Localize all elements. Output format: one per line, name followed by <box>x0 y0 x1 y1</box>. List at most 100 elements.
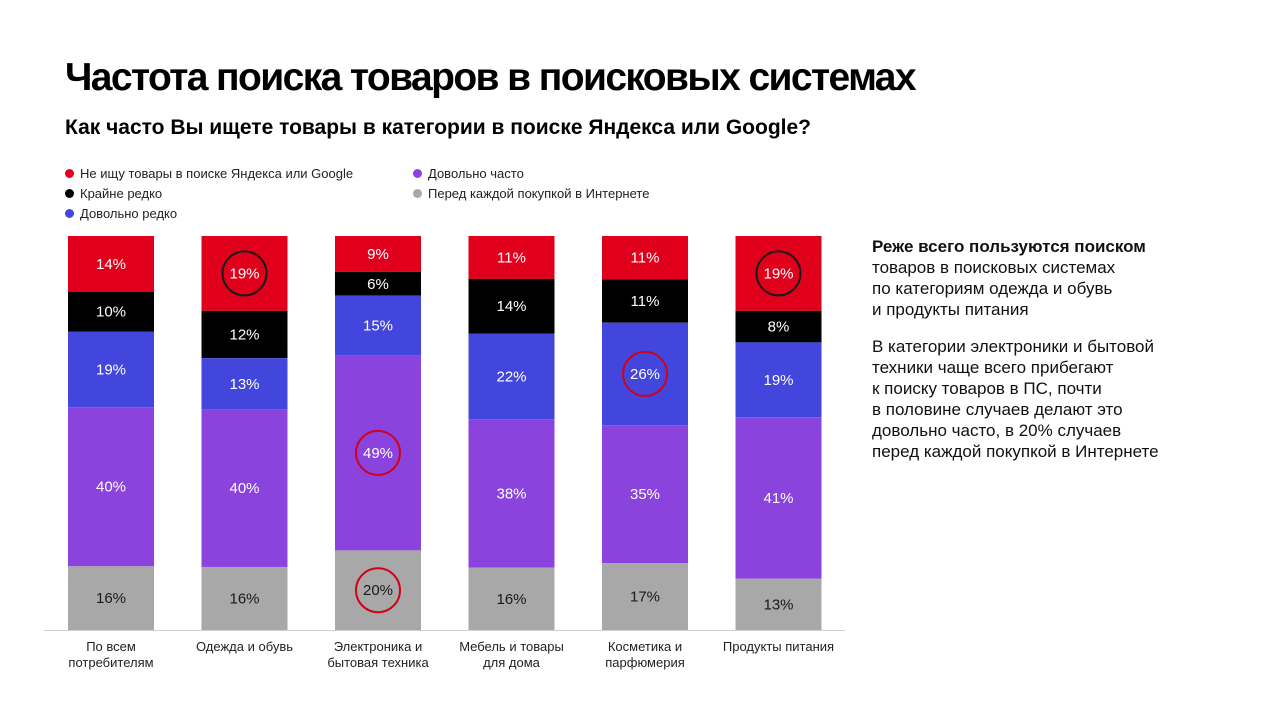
insight-paragraph-line: техники чаще всего прибегают <box>872 358 1114 377</box>
data-label: 20% <box>363 582 393 599</box>
legend-swatch-gray <box>413 189 422 198</box>
legend-swatch-blue <box>65 209 74 218</box>
bar-segment <box>602 322 688 426</box>
category-label: Продукты питания <box>723 639 834 654</box>
insight-lead-line: и продукты питания <box>872 300 1029 319</box>
highlight-circle <box>355 567 401 614</box>
stacked-bar-chart: 14% 10% 19% 40% 16% По всем потребителям 19% 12%… <box>44 236 845 670</box>
data-label: 41% <box>763 490 793 507</box>
insight-paragraph-line: в половине случаев делают это <box>872 400 1123 419</box>
highlight-circle <box>755 250 802 297</box>
legend-swatch-black <box>65 189 74 198</box>
highlight-circle <box>355 429 401 476</box>
data-label: 22% <box>496 368 526 385</box>
legend-label: Крайне редко <box>80 186 163 201</box>
bar-segment <box>335 355 421 551</box>
bar-segment <box>335 236 421 272</box>
bar-segment <box>602 279 688 323</box>
data-label: 16% <box>229 590 259 607</box>
insight-paragraph-line: довольно часто, в 20% случаев <box>872 421 1122 440</box>
data-label: 11% <box>631 250 660 267</box>
bar-segment <box>602 563 688 630</box>
category-label: По всем потребителям <box>68 639 153 670</box>
data-label: 16% <box>96 590 126 607</box>
data-label: 49% <box>363 445 393 462</box>
highlight-circle <box>221 250 268 297</box>
legend-item-dovolno-chasto: Довольно часто <box>413 166 524 181</box>
bar-segment <box>602 236 688 280</box>
bar-segment <box>735 310 822 343</box>
data-label: 9% <box>367 246 389 263</box>
bar-segment <box>468 333 555 420</box>
bar-segment <box>201 566 288 630</box>
legend-swatch-red <box>65 169 74 178</box>
legend-item-dovolno-redko: Довольно редко <box>65 206 177 221</box>
data-label: 40% <box>229 480 259 497</box>
legend-swatch-purple <box>413 169 422 178</box>
legend-label: Перед каждой покупкой в Интернете <box>428 186 650 201</box>
page-title: Частота поиска товаров в поисковых систе… <box>65 56 917 99</box>
highlight-circle <box>622 350 668 397</box>
data-label: 8% <box>768 319 790 336</box>
insight-lead-line: товаров в поисковых системах <box>872 258 1116 277</box>
legend-item-krayne-redko: Крайне редко <box>65 186 162 201</box>
bar-segment <box>735 417 822 579</box>
bar-segment <box>735 578 822 630</box>
bar-segment <box>68 566 154 630</box>
category-label: Косметика и парфюмерия <box>605 639 685 670</box>
insight-paragraph-line: В категории электроники и бытовой <box>872 337 1155 356</box>
data-label: 6% <box>367 276 389 293</box>
data-label: 19% <box>763 372 793 389</box>
insight-paragraph-line: к поиску товаров в ПС, почти <box>872 379 1102 398</box>
data-label: 11% <box>497 249 526 266</box>
data-label: 14% <box>496 298 526 315</box>
bar-segment <box>201 310 288 359</box>
bar-segment <box>201 358 288 410</box>
data-label: 19% <box>96 361 126 378</box>
data-label: 15% <box>363 318 393 335</box>
page-subtitle: Как часто Вы ищете товары в категории в … <box>65 116 811 139</box>
bar-segment <box>735 342 822 418</box>
insight-panel: Реже всего пользуются поиском товаров в … <box>872 236 1252 462</box>
data-label: 38% <box>496 485 526 502</box>
bar-segment <box>68 407 154 567</box>
bar-segment <box>335 271 421 296</box>
data-label: 19% <box>763 265 793 282</box>
data-label: 11% <box>631 293 660 310</box>
bar-segment <box>68 291 154 332</box>
data-label: 14% <box>96 256 126 273</box>
bar-segment <box>201 409 288 567</box>
data-label: 16% <box>496 591 526 608</box>
bar-segment <box>468 567 555 630</box>
legend-label: Не ищу товары в поиске Яндекса или Googl… <box>80 166 354 181</box>
data-label: 35% <box>630 486 660 503</box>
data-label: 13% <box>763 596 793 613</box>
insight-paragraph: В категории электроники и бытовой техник… <box>872 336 1252 462</box>
bar-segment <box>335 295 421 356</box>
data-label: 17% <box>630 589 660 606</box>
bar-segment <box>335 550 421 630</box>
category-label: Мебель и товары для дома <box>459 639 564 670</box>
bar-segment <box>602 425 688 564</box>
bar-segment <box>468 278 555 334</box>
insight-lead-bold: Реже всего пользуются поиском <box>872 237 1146 256</box>
category-label: Электроника и бытовая техника <box>327 639 429 670</box>
data-label: 10% <box>96 304 126 321</box>
data-label: 13% <box>229 376 259 393</box>
legend-item-ne-ishchu: Не ищу товары в поиске Яндекса или Googl… <box>65 166 353 181</box>
bar-segment <box>68 236 154 292</box>
legend-item-pered-kazhdoy: Перед каждой покупкой в Интернете <box>413 186 649 201</box>
bar-segment <box>68 331 154 408</box>
category-label: Одежда и обувь <box>196 639 293 654</box>
insight-lead-line: по категориям одежда и обувь <box>872 279 1113 298</box>
bar-segment <box>201 236 288 311</box>
bar-segment <box>468 419 555 568</box>
insight-paragraph-line: перед каждой покупкой в Интернете <box>872 442 1159 461</box>
legend-label: Довольно часто <box>428 166 524 181</box>
bar-segment <box>468 236 555 279</box>
bar-segment <box>735 236 822 311</box>
data-label: 12% <box>229 327 259 344</box>
data-label: 40% <box>96 479 126 496</box>
data-label: 19% <box>229 265 259 282</box>
data-label: 26% <box>630 366 660 383</box>
